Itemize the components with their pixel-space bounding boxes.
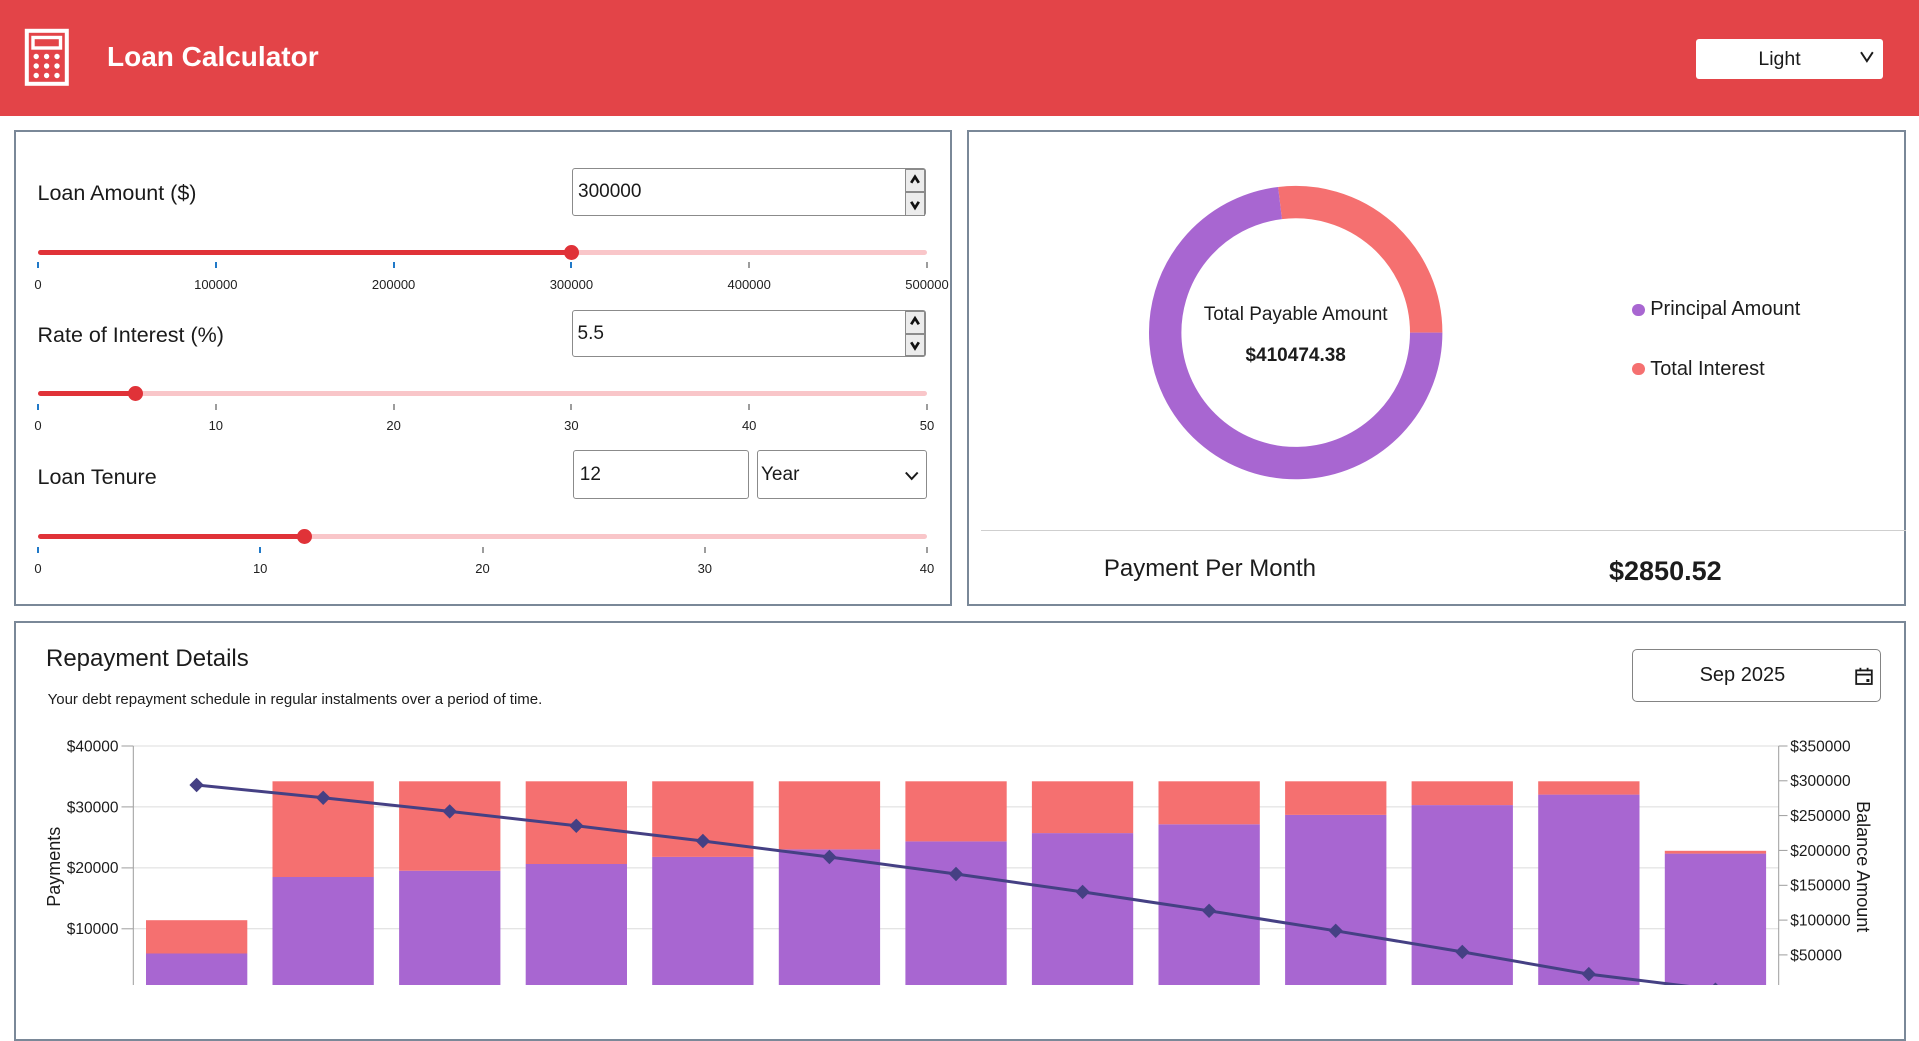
svg-text:$40000: $40000 [67,738,119,755]
svg-text:$250000: $250000 [1790,808,1851,825]
svg-text:$30000: $30000 [67,799,119,816]
svg-text:Payments: Payments [44,827,64,907]
svg-text:$300000: $300000 [1790,773,1851,790]
svg-text:$150000: $150000 [1790,878,1851,895]
svg-text:$50000: $50000 [1790,947,1842,964]
svg-text:$10000: $10000 [67,921,119,938]
svg-text:Balance Amount: Balance Amount [1853,801,1873,932]
svg-text:$200000: $200000 [1790,843,1851,860]
svg-text:$350000: $350000 [1790,738,1851,755]
svg-text:$100000: $100000 [1790,913,1851,930]
svg-text:$20000: $20000 [67,860,119,877]
